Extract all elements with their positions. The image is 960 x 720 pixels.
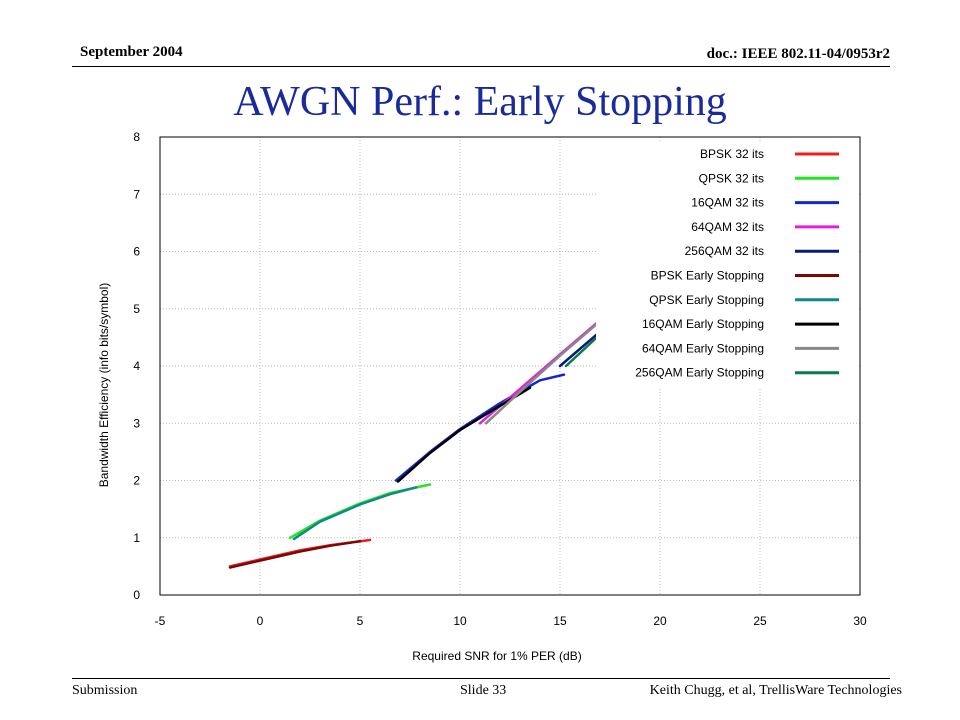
x-tick-label: 5 (357, 614, 364, 628)
legend-label: 256QAM 32 its (685, 244, 764, 258)
header-date: September 2004 (80, 44, 183, 60)
legend-label: QPSK Early Stopping (649, 293, 764, 307)
x-tick-label: 20 (653, 614, 667, 628)
x-tick-label: 25 (753, 614, 767, 628)
y-tick-label: 7 (133, 187, 140, 201)
plot-frame (159, 136, 861, 596)
header-rule (72, 66, 890, 67)
legend: BPSK 32 its QPSK 32 its 16QAM 32 its 64QAM … (596, 142, 858, 389)
y-axis-label: Bandwidth Efficiency (info bits/symbol) (97, 283, 111, 488)
y-tick-label: 6 (133, 245, 140, 259)
legend-label: QPSK 32 its (699, 171, 764, 185)
x-tick-label: 10 (453, 614, 467, 628)
series-line-5 (228, 539, 362, 569)
footer-submission: Submission (72, 683, 138, 698)
y-tick-label: 5 (133, 302, 140, 316)
x-tick-label: -5 (155, 614, 166, 628)
series-line-2 (394, 373, 566, 482)
legend-label: 16QAM 32 its (691, 196, 764, 210)
legend-label: BPSK 32 its (700, 147, 764, 161)
footer-slide-number: Slide 33 (460, 683, 507, 698)
footer-authors: Keith Chugg, et al, TrellisWare Technolo… (649, 683, 902, 698)
legend-label: 16QAM Early Stopping (642, 317, 764, 331)
x-tick-label: 30 (853, 614, 867, 628)
y-tick-label: 0 (133, 588, 140, 602)
legend-label: 64QAM 32 its (691, 220, 764, 234)
series-line-7 (396, 386, 532, 483)
footer-rule (72, 678, 890, 679)
series-line-6 (292, 486, 418, 541)
tick-labels: -5 0 5 10 15 20 25 30 0 1 2 3 4 5 6 7 8 (133, 130, 867, 628)
y-tick-label: 4 (133, 359, 140, 373)
x-axis-label: Required SNR for 1% PER (dB) (412, 649, 581, 663)
slide-title: AWGN Perf.: Early Stopping (233, 79, 727, 125)
y-tick-label: 2 (133, 474, 140, 488)
y-tick-label: 8 (133, 130, 140, 144)
header-doc-number: doc.: IEEE 802.11-04/0953r2 (706, 46, 890, 62)
series-line-1 (288, 483, 432, 540)
y-tick-label: 3 (133, 416, 140, 430)
y-tick-label: 1 (133, 531, 140, 545)
legend-label: 256QAM Early Stopping (635, 366, 764, 380)
legend-label: 64QAM Early Stopping (642, 341, 764, 355)
x-tick-label: 15 (553, 614, 567, 628)
x-tick-label: 0 (257, 614, 264, 628)
legend-label: BPSK Early Stopping (651, 269, 764, 283)
